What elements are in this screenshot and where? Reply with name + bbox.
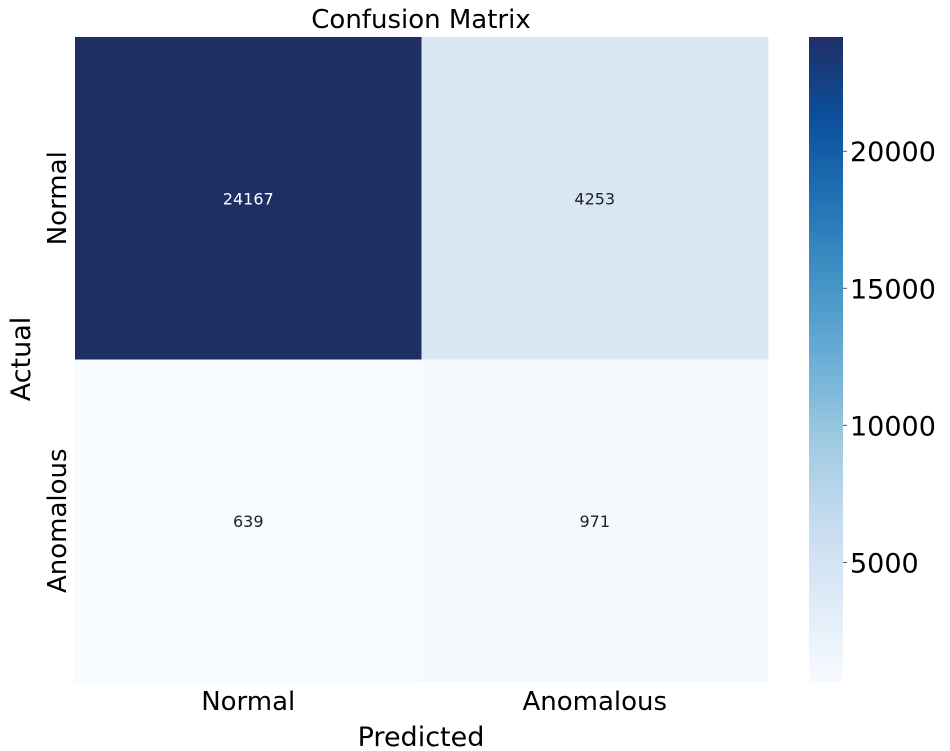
heatmap-cell xyxy=(421,37,769,360)
y-tick-label: Normal xyxy=(43,151,73,245)
colorbar-tick-label: 10000 xyxy=(850,411,936,442)
cell-value-label: 971 xyxy=(579,512,610,531)
heatmap-cell xyxy=(75,359,422,683)
y-axis-label: Actual xyxy=(6,317,37,402)
heatmap-cell xyxy=(421,359,769,683)
x-tick-label: Anomalous xyxy=(522,687,667,717)
cell-value-label: 4253 xyxy=(574,189,615,208)
cell-value-label: 24167 xyxy=(223,189,274,208)
chart-title: Confusion Matrix xyxy=(311,5,530,35)
colorbar-tick-label: 15000 xyxy=(850,274,936,305)
colorbar xyxy=(809,37,843,682)
x-axis-label: Predicted xyxy=(358,722,485,751)
y-tick-label: Anomalous xyxy=(43,448,73,593)
colorbar-tick-label: 5000 xyxy=(850,548,919,579)
cell-value-label: 639 xyxy=(233,512,264,531)
x-tick-label: Normal xyxy=(201,687,295,717)
colorbar-tick-label: 20000 xyxy=(850,137,936,168)
heatmap-cell xyxy=(75,37,422,360)
